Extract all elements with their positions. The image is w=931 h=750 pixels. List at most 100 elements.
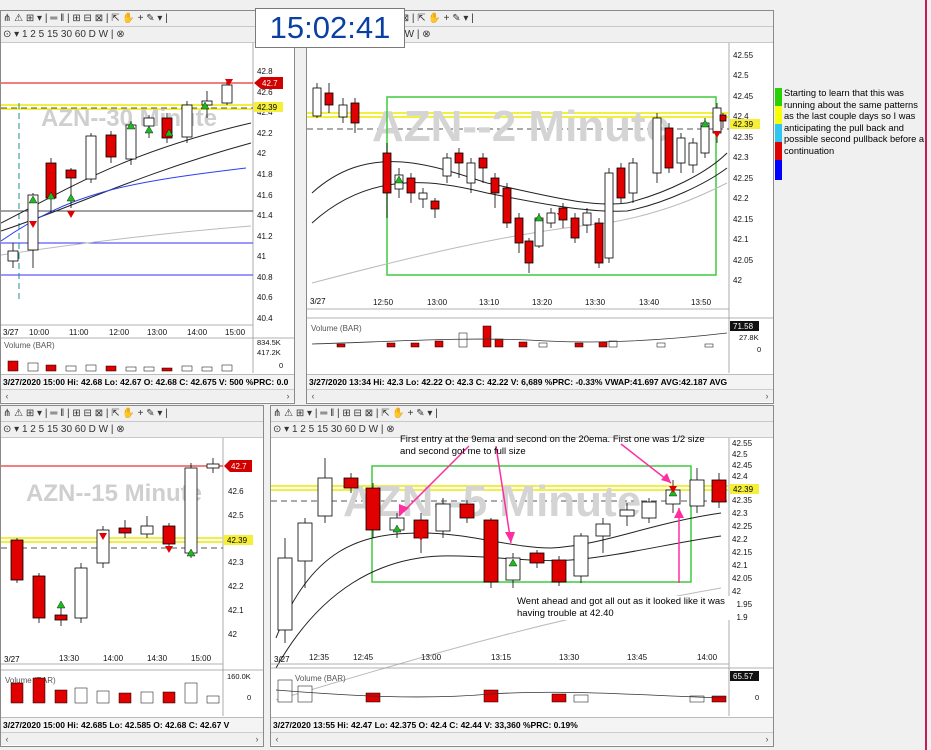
price-tick: 42.2 [733,194,749,203]
drawing-toolbar[interactable]: ⋔ ⚠ ⊞ ▾ | ═ ‖ | ⊞ ⊟ ⊠ | ⇱ ✋ + ✎ ▾ | [271,406,773,422]
price-chart-15min[interactable]: AZN--15 Minute 42.6 42.5 42.3 42.2 42.1 … [1,438,263,716]
clock-display: 15:02:41 [255,8,405,48]
price-tick: 42.5 [733,71,749,80]
price-tick: 42.05 [733,256,754,265]
price-tick: 40.8 [257,273,273,282]
status-bar: 3/27/2020 13:34 Hi: 42.3 Lo: 42.22 O: 42… [307,374,773,389]
price-tick: 42 [732,587,741,596]
volume-tick: 0 [247,693,251,702]
price-tick: 42.45 [732,461,753,470]
legend-swatch [775,142,782,160]
drawing-toolbar[interactable]: ⋔ ⚠ ⊞ ▾ | ═ ‖ | ⊞ ⊟ ⊠ | ⇱ ✋ + ✎ ▾ | [1,406,263,422]
time-tick: 13:40 [639,298,660,307]
horizontal-scrollbar[interactable]: ‹ › [1,732,263,745]
scroll-left-icon[interactable]: ‹ [275,734,279,744]
chart-title-watermark: AZN--5 Minute [343,477,641,526]
price-tick: 42.4 [733,112,749,121]
time-tick: 14:30 [147,654,168,663]
legend-swatch [775,88,782,106]
time-tick: 13:10 [479,298,500,307]
price-tick: 42.55 [732,439,753,448]
price-tick: 41.8 [257,170,273,179]
time-tick: 15:00 [191,654,212,663]
time-tick: 12:00 [109,328,130,337]
volume-tick: 834.5K [257,338,281,347]
price-chart-30min[interactable]: AZN--30 Minute 42.8 [1,43,294,373]
scroll-right-icon[interactable]: › [765,391,769,401]
price-tick: 41.9 [732,613,748,622]
drawing-toolbar[interactable]: ⋔ ⚠ ⊞ ▾ | ═ ‖ | ⊞ ⊟ ⊠ | ⇱ ✋ + ✎ ▾ | [1,11,294,27]
price-tick: 42.3 [228,558,244,567]
scroll-right-icon[interactable]: › [765,734,769,744]
chart-title-watermark: AZN--15 Minute [26,480,202,507]
price-tick: 41.4 [257,211,273,220]
time-tick: 13:00 [421,653,442,662]
time-tick: 13:30 [559,653,580,662]
annotation-exit-text: Went ahead and got all out as it looked … [517,596,737,620]
volume-tick: 417.2K [257,348,281,357]
time-tick: 13:15 [491,653,512,662]
price-tick: 42.6 [257,88,273,97]
volume-label: Volume (BAR) [311,324,362,333]
price-tick: 42.5 [228,511,244,520]
price-tick: 41 [257,252,266,261]
time-tick: 13:20 [532,298,553,307]
chart-window-2min[interactable]: ⋔ ⚠ ⊞ ▾ | ═ ‖ | ⊞ ⊟ ⊠ | ⇱ ✋ + ✎ ▾ | ⊙ ▾ … [306,10,774,404]
date-tag: 3/27 [3,328,19,337]
price-chart-5min[interactable]: AZN--5 Minute [271,438,773,716]
time-tick: 15:00 [225,328,246,337]
time-tick: 14:00 [187,328,208,337]
interval-toolbar[interactable]: ⊙ ▾ 1 2 5 15 30 60 D W | ⊗ [1,422,263,438]
price-tick: 42.2 [228,582,244,591]
legend-swatch [775,124,782,142]
scroll-left-icon[interactable]: ‹ [5,734,9,744]
price-tick: 41.6 [257,191,273,200]
date-tag: 3/27 [274,655,290,664]
price-tick: 42.15 [732,548,753,557]
price-tick: 42.45 [733,92,754,101]
price-tick: 42.25 [732,522,753,531]
horizontal-scrollbar[interactable]: ‹ › [307,389,773,402]
chart-window-5min[interactable]: ⋔ ⚠ ⊞ ▾ | ═ ‖ | ⊞ ⊟ ⊠ | ⇱ ✋ + ✎ ▾ | ⊙ ▾ … [270,405,774,747]
price-tick: 42.8 [257,67,273,76]
time-tick: 14:00 [697,653,718,662]
price-tick: 42.35 [732,496,753,505]
legend-swatch [775,106,782,124]
price-chart-2min[interactable]: AZN--2 Minute [307,43,773,373]
price-tick: 42 [733,276,742,285]
interval-toolbar[interactable]: ⊙ ▾ 1 2 5 15 30 60 D W | ⊗ [271,422,773,438]
volume-tick: 0 [757,345,761,354]
price-tick: 42.2 [257,129,273,138]
date-tag: 3/27 [4,655,20,664]
price-tick: 42.1 [732,561,748,570]
volume-flag: 65.57 [733,672,754,681]
volume-label: Volume (BAR) [4,341,55,350]
time-tick: 11:00 [69,328,89,337]
price-tick: 42.4 [732,472,748,481]
horizontal-scrollbar[interactable]: ‹ › [271,732,773,745]
side-note: Starting to learn that this was running … [784,88,925,156]
status-bar: 3/27/2020 15:00 Hi: 42.685 Lo: 42.585 O:… [1,717,263,732]
price-tick: 42 [228,630,237,639]
scroll-left-icon[interactable]: ‹ [311,391,315,401]
horizontal-scrollbar[interactable]: ‹ › [1,389,294,402]
chart-window-15min[interactable]: ⋔ ⚠ ⊞ ▾ | ═ ‖ | ⊞ ⊟ ⊠ | ⇱ ✋ + ✎ ▾ | ⊙ ▾ … [0,405,264,747]
interval-toolbar[interactable]: ⊙ ▾ 1 2 5 15 30 60 D W | ⊗ [1,27,294,43]
price-tick: 42.55 [733,51,754,60]
price-tick: 42.15 [733,215,754,224]
last-price-flag: 42.7 [262,79,278,88]
chart-window-30min[interactable]: ⋔ ⚠ ⊞ ▾ | ═ ‖ | ⊞ ⊟ ⊠ | ⇱ ✋ + ✎ ▾ | ⊙ ▾ … [0,10,295,404]
scroll-right-icon[interactable]: › [286,391,290,401]
scroll-left-icon[interactable]: ‹ [5,391,9,401]
price-tick: 42.2 [732,535,748,544]
window-edge [925,0,927,750]
volume-tick: 0 [279,361,283,370]
scroll-right-icon[interactable]: › [255,734,259,744]
time-tick: 13:00 [427,298,448,307]
price-tick: 42.6 [228,487,244,496]
price-tick: 40.4 [257,314,273,323]
price-tick: 42.1 [228,606,244,615]
color-legend-strip [775,88,782,180]
price-tick: 42.05 [732,574,753,583]
legend-swatch [775,160,782,180]
